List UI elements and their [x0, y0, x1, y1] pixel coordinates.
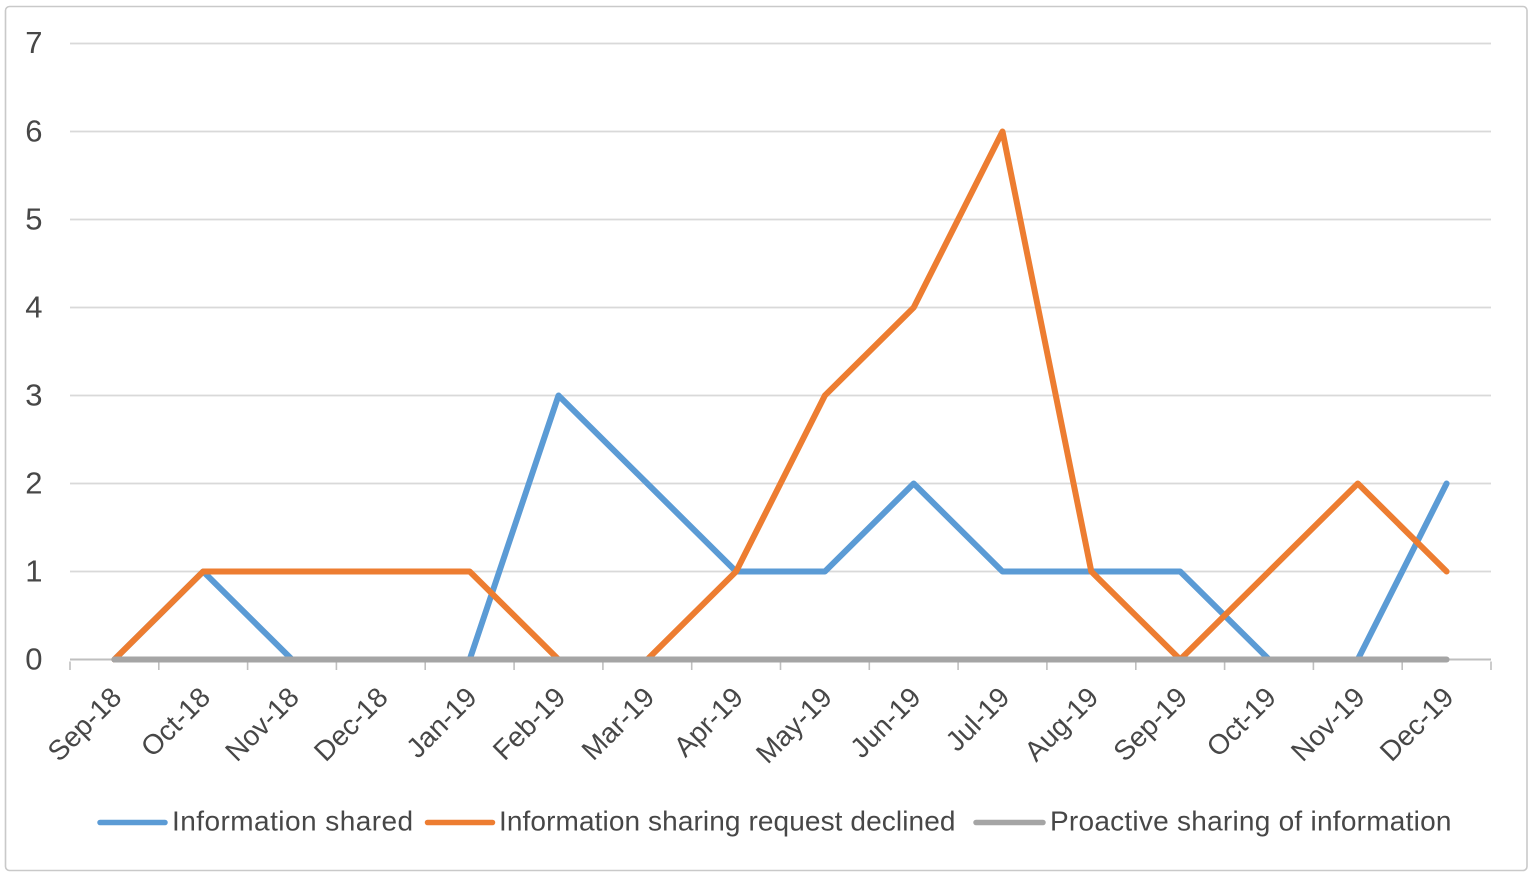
svg-text:Information sharing request de: Information sharing request declined	[499, 806, 956, 837]
svg-text:Proactive sharing of informati: Proactive sharing of information	[1050, 806, 1452, 837]
svg-text:Information shared: Information shared	[172, 806, 414, 837]
svg-text:4: 4	[25, 290, 42, 325]
svg-text:2: 2	[25, 466, 42, 501]
svg-text:1: 1	[25, 554, 42, 589]
svg-text:6: 6	[25, 114, 42, 149]
svg-text:0: 0	[25, 642, 42, 677]
svg-text:7: 7	[25, 25, 42, 60]
svg-text:5: 5	[25, 202, 42, 237]
svg-text:3: 3	[25, 378, 42, 413]
